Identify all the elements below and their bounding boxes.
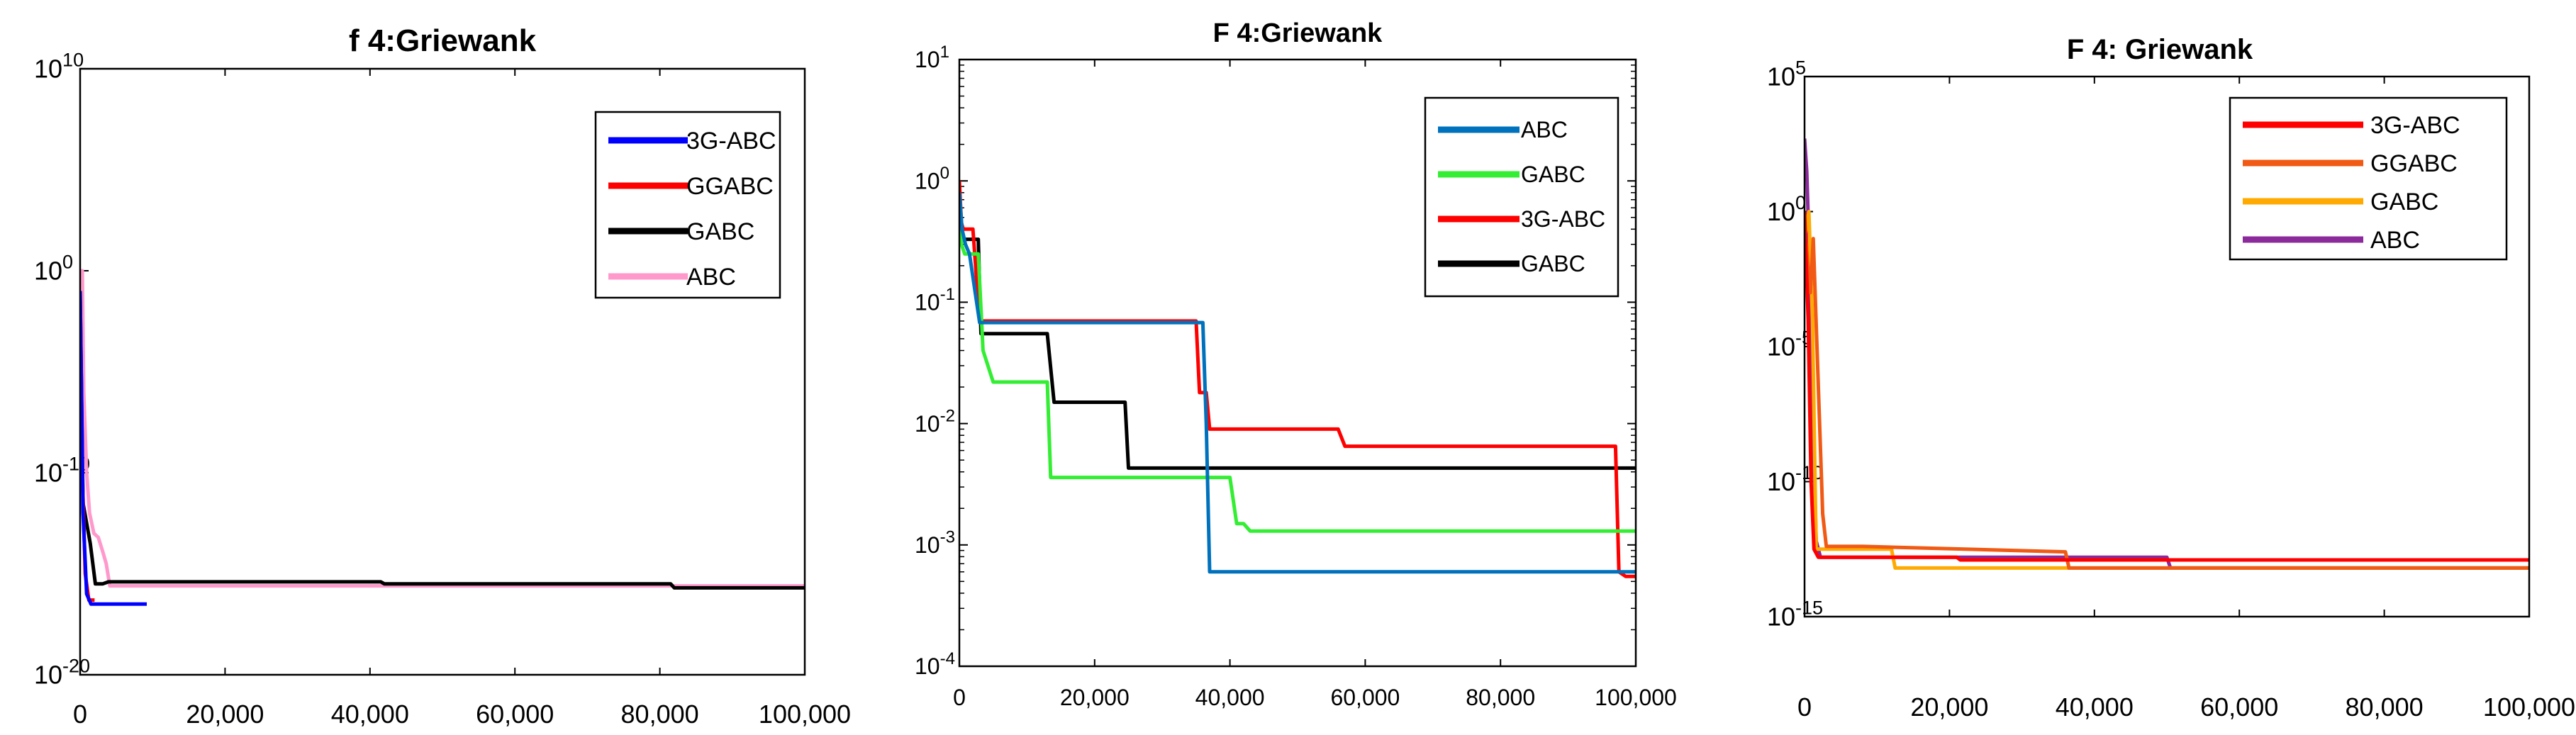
x-tick-label: 100,000 (2483, 692, 2575, 722)
legend-label: GABC (1521, 251, 1585, 276)
legend-label: 3G-ABC (1521, 206, 1605, 232)
x-tick-label: 0 (1797, 692, 1812, 722)
x-tick-label: 100,000 (759, 700, 851, 729)
plot-frame (79, 67, 806, 676)
x-tick-label: 60,000 (2200, 692, 2278, 722)
y-tick-label: 10-4 (915, 649, 955, 679)
legend-label: ABC (1521, 117, 1568, 142)
x-tick-label: 20,000 (186, 700, 264, 729)
legend-label: GGABC (686, 173, 774, 200)
y-tick-label: 105 (1767, 57, 1806, 91)
y-tick-label: 10-2 (915, 406, 955, 436)
legend-label: 3G-ABC (2370, 112, 2460, 139)
x-tick-label: 80,000 (621, 700, 699, 729)
x-tick-label: 40,000 (2056, 692, 2134, 722)
series-group (1805, 138, 2529, 570)
series-line-3g-abc (1805, 211, 2529, 562)
chart-panel-1: f 4:Griewank 0 20,000 40,000 60,000 80,000 100… (34, 23, 851, 729)
legend-label: GABC (2370, 189, 2438, 215)
series-group (959, 181, 1636, 578)
chart-title: F 4: Griewank (2067, 34, 2253, 65)
y-tick-label: 100 (915, 164, 949, 193)
legend: 3G-ABC GGABC GABC ABC (594, 111, 781, 299)
series-line-3g-abc (959, 181, 1636, 578)
x-tick-label: 60,000 (476, 700, 554, 729)
series-line-gabc (959, 192, 1636, 533)
y-tick-label: 100 (1767, 192, 1806, 226)
series-line-ggabc (1805, 225, 2529, 570)
legend-label: GABC (686, 218, 754, 245)
series-line-abc (80, 269, 805, 588)
x-tick-label: 0 (953, 685, 966, 710)
chart-title: F 4:Griewank (1213, 18, 1383, 48)
x-tick-label: 0 (73, 700, 87, 729)
x-tick-label: 40,000 (331, 700, 409, 729)
y-tick-label: 10-1 (915, 285, 955, 315)
legend: 3G-ABC GGABC GABC ABC (2229, 96, 2508, 261)
y-tick-label: 1010 (34, 49, 84, 83)
legend-label: 3G-ABC (686, 128, 776, 155)
x-tick-label: 80,000 (1466, 685, 1535, 710)
x-tick-label: 100,000 (1595, 685, 1677, 710)
x-tick-label: 20,000 (1910, 692, 1988, 722)
y-tick-label: 101 (915, 43, 949, 72)
legend-label: ABC (686, 264, 736, 291)
y-tick-label: 10-20 (34, 655, 90, 689)
chart-panel-2: F 4:Griewank 0 20,000 40,000 60,000 80,000 100… (915, 18, 1677, 710)
x-tick-label: 20,000 (1060, 685, 1130, 710)
legend-label: GGABC (2370, 150, 2458, 177)
series-line-gabc (1805, 210, 2529, 570)
series-line-gabc (80, 291, 805, 590)
legend-label: ABC (2370, 227, 2420, 254)
y-tick-label: 10-15 (1767, 597, 1823, 631)
legend: ABC GABC 3G-ABC GABC (1424, 96, 1619, 298)
chart-title: f 4:Griewank (349, 23, 537, 58)
y-tick-label: 10-3 (915, 528, 955, 558)
x-tick-label: 40,000 (1195, 685, 1265, 710)
plot-frame (1803, 75, 2531, 618)
series-group (80, 269, 805, 606)
chart-panel-3: F 4: Griewank 0 20,000 40,000 60,000 80,000 10… (1767, 34, 2575, 722)
y-tick-label: 100 (34, 251, 73, 285)
series-line-abc (959, 192, 1636, 574)
x-tick-label: 80,000 (2346, 692, 2424, 722)
legend-label: GABC (1521, 162, 1585, 187)
series-line-3g-abc (80, 291, 147, 606)
x-tick-label: 60,000 (1330, 685, 1400, 710)
plot-frame (958, 58, 1637, 668)
